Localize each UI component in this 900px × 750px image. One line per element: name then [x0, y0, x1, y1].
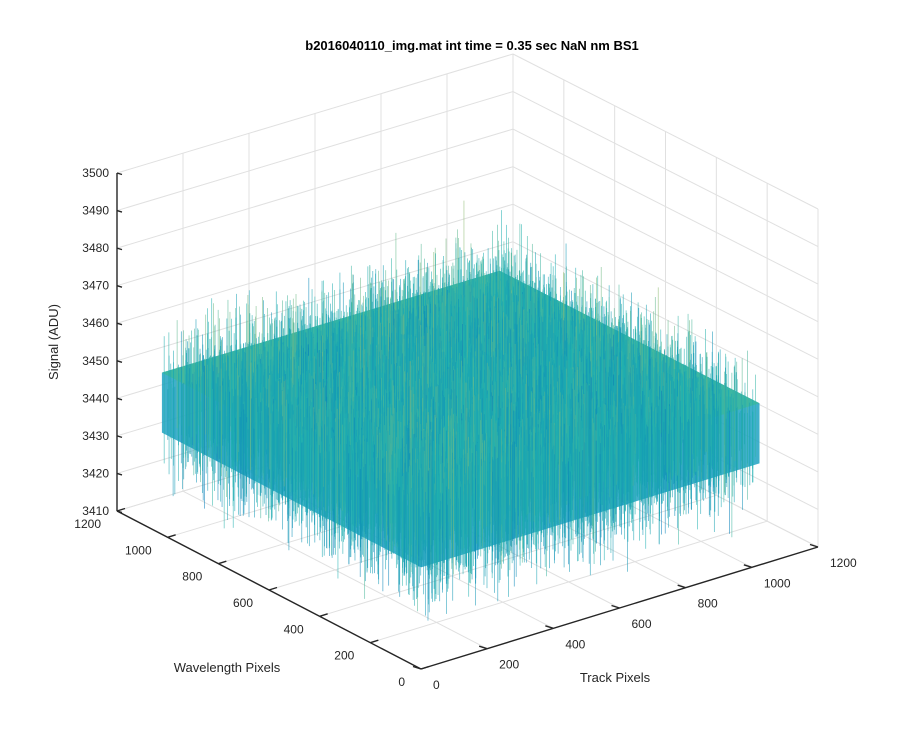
surface-noise: [161, 200, 760, 621]
chart-title: b2016040110_img.mat int time = 0.35 sec …: [305, 38, 638, 53]
wall-grid-line: [512, 91, 819, 248]
wall-grid-line: [116, 128, 514, 249]
wall-grid-line: [116, 53, 514, 174]
wall-grid-line: [116, 166, 514, 287]
wall-grid-line: [116, 91, 514, 212]
wall-grid-line: [512, 203, 819, 360]
wall-grid-line: [512, 166, 819, 323]
wall-grid-line: [512, 128, 819, 285]
wall-grid-line: [512, 53, 819, 210]
wall-grid-line: [116, 203, 514, 324]
wall-grid-line: [512, 241, 819, 398]
floor-grid-line: [370, 520, 768, 644]
